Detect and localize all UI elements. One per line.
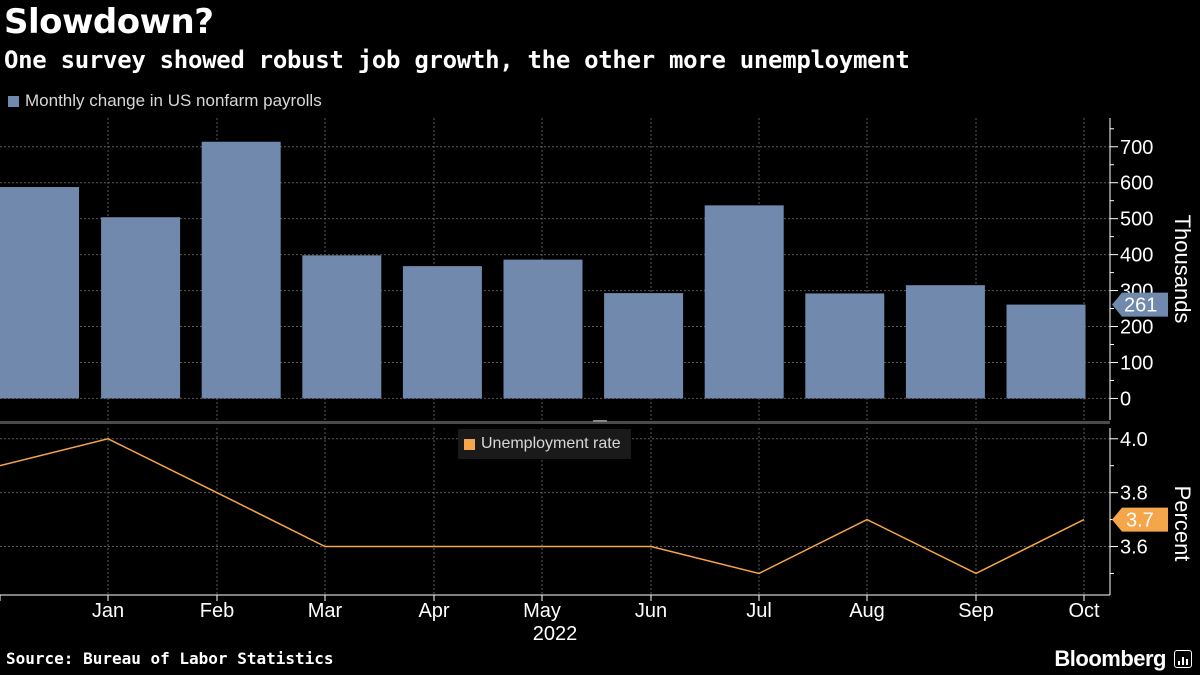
last-value-tag-unemployment <box>1112 507 1168 532</box>
y-tick-label-bottom: 3.6 <box>1120 537 1148 559</box>
x-tick-label-feb: Feb <box>200 600 234 622</box>
legend-label-unemployment: Unemployment rate <box>481 435 621 452</box>
y-tick-label-bottom: 3.8 <box>1120 483 1148 505</box>
bar-dec <box>0 187 79 399</box>
bar-oct <box>1006 304 1086 399</box>
legend-label-payrolls: Monthly change in US nonfarm payrolls <box>25 91 322 110</box>
legend-payrolls: Monthly change in US nonfarm payrolls <box>8 91 322 111</box>
bar-aug <box>805 293 885 399</box>
y-tick-label-top: 500 <box>1120 209 1153 231</box>
bar-apr <box>402 266 482 399</box>
x-tick-label-mar: Mar <box>308 600 343 622</box>
y-tick-label-top: 600 <box>1120 173 1153 195</box>
chart-subtitle: One survey showed robust job growth, the… <box>4 46 910 74</box>
bar-mar <box>302 255 382 399</box>
brand-logo: Bloomberg <box>1054 646 1192 672</box>
y-tick-label-top: 0 <box>1120 388 1131 410</box>
y-tick-label-top: 100 <box>1120 352 1153 374</box>
x-tick-label-jul: Jul <box>746 600 772 622</box>
x-tick-label-may: May <box>523 600 561 622</box>
x-tick-label-jan: Jan <box>92 600 124 622</box>
legend-unemployment: Unemployment rate <box>458 429 631 459</box>
source-note: Source: Bureau of Labor Statistics <box>6 649 334 668</box>
x-tick-label-jun: Jun <box>635 600 667 622</box>
panel-divider-handle <box>593 420 607 422</box>
last-value-unemployment: 3.7 <box>1126 510 1154 532</box>
y-axis-unit-bottom: Percent <box>1170 486 1195 562</box>
x-tick-label-sep: Sep <box>958 600 994 622</box>
legend-swatch-unemployment <box>464 438 475 450</box>
bloomberg-terminal-icon <box>1174 650 1192 668</box>
bar-jun <box>604 293 684 399</box>
last-value-tag-payrolls <box>1112 292 1168 317</box>
y-tick-label-top: 200 <box>1120 317 1153 339</box>
x-tick-label-apr: Apr <box>418 600 449 622</box>
bar-feb <box>201 141 281 399</box>
bar-jan <box>101 217 181 399</box>
last-value-payrolls: 261 <box>1124 295 1157 317</box>
y-axis-unit-top: Thousands <box>1170 215 1195 324</box>
line-unemployment <box>0 437 1085 575</box>
chart-title: Slowdown? <box>4 2 214 42</box>
legend-swatch-payrolls <box>8 95 19 107</box>
x-tick-label-oct: Oct <box>1068 600 1100 622</box>
bar-may <box>503 259 583 399</box>
brand-name: Bloomberg <box>1054 646 1166 671</box>
bar-jul <box>704 205 784 399</box>
bar-sep <box>905 285 985 399</box>
x-tick-label-aug: Aug <box>849 600 885 622</box>
y-tick-label-top: 400 <box>1120 245 1153 267</box>
x-axis-year-label: 2022 <box>533 623 578 645</box>
panel-divider <box>0 421 1110 424</box>
y-tick-label-bottom: 4.0 <box>1120 429 1148 451</box>
y-tick-label-top: 700 <box>1120 137 1153 159</box>
